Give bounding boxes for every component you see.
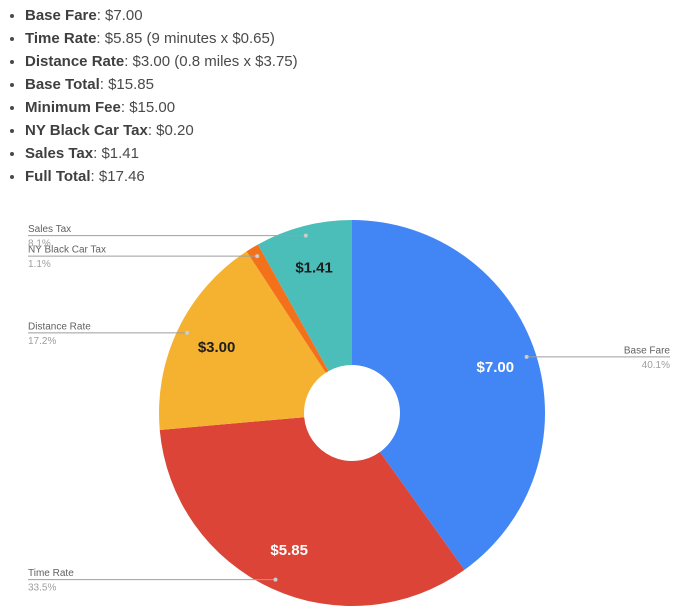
callout-dot-base-fare xyxy=(524,354,529,359)
fare-item-value: : $0.20 xyxy=(147,122,194,139)
fare-item-value: : $17.46 xyxy=(90,168,145,185)
fare-breakdown-list: Base Fare: $7.00Time Rate: $5.85 (9 minu… xyxy=(0,4,680,188)
pie-slice-time-rate[interactable] xyxy=(159,417,465,606)
fare-item-value: : $7.00 xyxy=(96,7,143,24)
fare-item-value: : $3.00 (0.8 miles x $3.75) xyxy=(124,53,298,70)
fare-item-value: : $15.85 xyxy=(99,76,154,93)
callout-percent-ny-black-car-tax: 1.1% xyxy=(28,259,51,270)
fare-list-item-base-fare: Base Fare: $7.00 xyxy=(25,4,680,27)
fare-item-value: : $1.41 xyxy=(93,145,139,162)
fare-list-item-sales-tax: Sales Tax: $1.41 xyxy=(25,142,680,165)
fare-list-item-base-total: Base Total: $15.85 xyxy=(25,73,680,96)
fare-item-label: Sales Tax xyxy=(25,145,94,162)
pie-slice-base-fare[interactable] xyxy=(352,220,546,570)
callout-dot-distance-rate xyxy=(185,330,190,335)
pie-slice-ny-black-car-tax[interactable] xyxy=(246,244,329,373)
slice-value-label-sales-tax: $1.41 xyxy=(295,259,333,276)
fare-item-label: Full Total xyxy=(25,168,91,185)
fare-list-item-full-total: Full Total: $17.46 xyxy=(25,165,680,188)
callout-percent-time-rate: 33.5% xyxy=(28,583,56,594)
callout-dot-ny-black-car-tax xyxy=(255,254,260,259)
fare-item-label: Base Total xyxy=(25,76,100,93)
callout-label-distance-rate: Distance Rate xyxy=(28,321,91,332)
slice-value-label-distance-rate: $3.00 xyxy=(198,339,236,356)
callout-percent-sales-tax: 8.1% xyxy=(28,239,51,250)
fare-list-item-minimum-fee: Minimum Fee: $15.00 xyxy=(25,96,680,119)
callout-percent-base-fare: 40.1% xyxy=(642,360,670,371)
pie-slice-distance-rate[interactable] xyxy=(159,251,326,430)
fare-list-item-ny-black-car-tax: NY Black Car Tax: $0.20 xyxy=(25,119,680,142)
slice-value-label-time-rate: $5.85 xyxy=(270,542,308,559)
fare-item-label: Minimum Fee xyxy=(25,99,121,116)
callout-label-sales-tax: Sales Tax xyxy=(28,224,71,235)
callout-dot-sales-tax xyxy=(303,233,308,238)
fare-item-label: Base Fare xyxy=(25,7,97,24)
fare-list-item-time-rate: Time Rate: $5.85 (9 minutes x $0.65) xyxy=(25,27,680,50)
fare-pie-chart: $7.00 Base Fare 40.1% $5.85 Time Rate 33.5% $3… xyxy=(28,220,671,606)
callout-label-time-rate: Time Rate xyxy=(28,568,74,579)
callout-label-base-fare: Base Fare xyxy=(624,345,671,356)
fare-item-value: : $5.85 (9 minutes x $0.65) xyxy=(96,30,275,47)
callout-dot-time-rate xyxy=(273,577,278,582)
callout-label-ny-black-car-tax: NY Black Car Tax xyxy=(28,245,106,256)
fare-item-label: NY Black Car Tax xyxy=(25,122,148,139)
fare-list-item-distance-rate: Distance Rate: $3.00 (0.8 miles x $3.75) xyxy=(25,50,680,73)
callout-percent-distance-rate: 17.2% xyxy=(28,336,56,347)
slice-value-label-base-fare: $7.00 xyxy=(477,359,515,376)
fare-item-label: Distance Rate xyxy=(25,53,125,70)
fare-item-label: Time Rate xyxy=(25,30,97,47)
pie-slice-sales-tax[interactable] xyxy=(257,220,352,372)
fare-item-value: : $15.00 xyxy=(120,99,176,116)
